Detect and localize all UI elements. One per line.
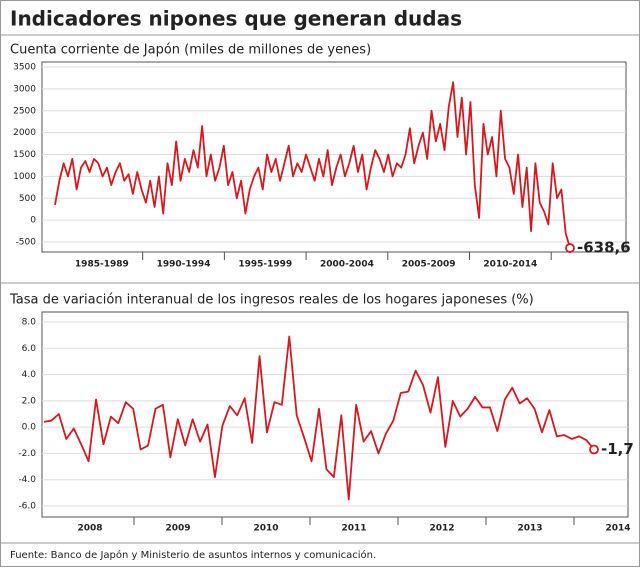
plots: -500 0 500 1000 1500 2000 2500 3000 3500 1985-198… [13,61,634,534]
x-band-label: 2005-2009 [402,260,456,270]
y-tick-label: 6.0 [22,344,37,354]
y-tick-label: 1500 [13,150,36,160]
value-label: -1,7 [601,440,634,458]
y-tick-label: 2500 [13,106,36,116]
x-band-label: 1995-1999 [238,260,292,270]
title: Indicadores nipones que generan dudas [10,7,462,31]
x-band-label: 2011 [341,524,366,534]
x-band-label: 2000-2004 [320,260,374,270]
y-tick-label: 1000 [13,172,36,182]
y-tick-label: 2000 [13,128,36,138]
x-band-label: 2009 [165,524,190,534]
end-marker [565,243,575,253]
y-tick-label: 8.0 [22,318,37,328]
data-line [54,81,571,249]
y-tick-label: -2.0 [18,449,36,459]
x-band-label: 2014 [605,524,630,534]
value-label: -638,6 [577,239,631,257]
y-tick-label: 3500 [13,63,36,73]
x-band-label: 2013 [517,524,542,534]
source: Fuente: Banco de Japón y Ministerio de a… [10,549,376,561]
y-tick-label: 500 [19,194,36,204]
x-band-label: 2012 [429,524,454,534]
data-line [43,335,595,501]
x-band-label: 2008 [77,524,102,534]
y-tick-label: 3000 [13,84,36,94]
y-tick-label: -500 [16,238,37,248]
subtitle: Cuenta corriente de Japón (miles de mill… [10,43,371,58]
end-marker [589,444,599,455]
y-tick-label: 0.0 [22,423,37,433]
x-band-label: 2010-2014 [483,260,537,270]
y-tick-label: -6.0 [18,502,36,512]
subtitle: Tasa de variación interanual de los ingr… [9,293,534,308]
y-tick-label: 0 [30,216,36,226]
y-tick-label: -4.0 [18,475,36,485]
y-tick-label: 4.0 [22,370,37,380]
x-band-label: 1985-1989 [75,260,129,270]
y-tick-label: 2.0 [22,396,37,406]
x-band-label: 1990-1994 [157,260,211,270]
x-band-label: 2010 [253,524,278,534]
